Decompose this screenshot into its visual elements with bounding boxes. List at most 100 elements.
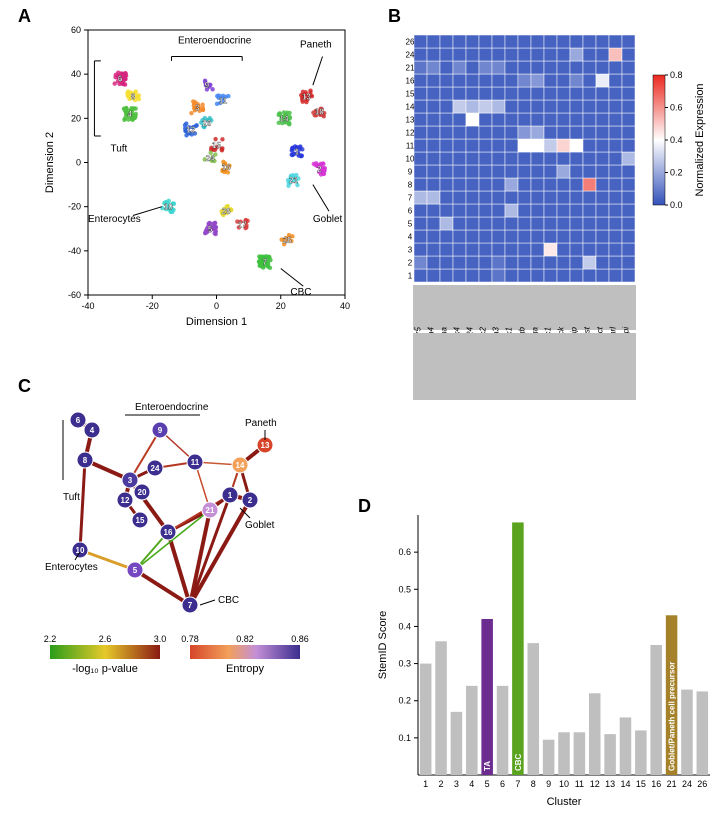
- svg-text:2.6: 2.6: [99, 634, 112, 644]
- svg-text:21: 21: [406, 64, 415, 73]
- svg-text:2: 2: [317, 165, 322, 174]
- svg-text:15: 15: [406, 90, 415, 99]
- svg-text:9: 9: [408, 168, 413, 177]
- svg-text:12: 12: [590, 779, 600, 789]
- svg-text:8: 8: [83, 456, 88, 465]
- svg-text:0.82: 0.82: [236, 634, 254, 644]
- svg-text:10: 10: [559, 779, 569, 789]
- svg-text:10: 10: [406, 155, 415, 164]
- svg-text:0.2: 0.2: [398, 696, 411, 706]
- svg-text:20: 20: [71, 113, 81, 123]
- svg-text:CBC: CBC: [514, 753, 523, 771]
- svg-text:6: 6: [118, 75, 123, 84]
- svg-text:StemID Score: StemID Score: [377, 611, 389, 679]
- svg-text:Goblet: Goblet: [313, 214, 343, 225]
- svg-text:14: 14: [280, 114, 289, 123]
- svg-text:-40: -40: [81, 301, 94, 311]
- svg-text:17: 17: [238, 220, 247, 229]
- svg-text:Enteroendocrine: Enteroendocrine: [178, 35, 252, 46]
- svg-text:0.6: 0.6: [398, 547, 411, 557]
- svg-text:8: 8: [408, 181, 413, 190]
- svg-text:Entropy: Entropy: [226, 663, 264, 675]
- svg-text:14: 14: [236, 461, 245, 470]
- tree-panel-c: 64831220159241116105721121413TuftEnteroe…: [20, 395, 350, 715]
- svg-text:12: 12: [121, 496, 130, 505]
- svg-text:Tuft: Tuft: [63, 492, 80, 503]
- svg-text:20: 20: [276, 301, 286, 311]
- svg-text:-20: -20: [68, 202, 81, 212]
- svg-text:1: 1: [228, 491, 233, 500]
- svg-text:5: 5: [408, 220, 413, 229]
- svg-text:2.2: 2.2: [44, 634, 57, 644]
- svg-text:Paneth: Paneth: [300, 40, 332, 51]
- svg-text:20: 20: [138, 488, 147, 497]
- svg-text:4: 4: [90, 426, 95, 435]
- svg-text:24: 24: [206, 154, 215, 163]
- svg-text:Normalized Expression: Normalized Expression: [694, 83, 706, 196]
- svg-text:3: 3: [195, 103, 200, 112]
- svg-text:0.6: 0.6: [670, 103, 683, 113]
- svg-text:0.3: 0.3: [398, 659, 411, 669]
- svg-text:11: 11: [219, 97, 228, 106]
- svg-text:0.2: 0.2: [670, 168, 683, 178]
- svg-text:15: 15: [212, 141, 221, 150]
- svg-text:24: 24: [682, 779, 692, 789]
- svg-text:11: 11: [406, 142, 415, 151]
- svg-text:14: 14: [406, 103, 415, 112]
- svg-text:3.0: 3.0: [154, 634, 167, 644]
- svg-text:4: 4: [128, 110, 133, 119]
- svg-text:CBC: CBC: [290, 287, 311, 298]
- svg-text:16: 16: [164, 528, 173, 537]
- svg-text:Dimension 1: Dimension 1: [186, 316, 247, 328]
- svg-text:21: 21: [667, 779, 677, 789]
- svg-text:26: 26: [697, 779, 707, 789]
- svg-text:9: 9: [205, 81, 210, 90]
- svg-text:11: 11: [191, 458, 200, 467]
- svg-text:10: 10: [164, 203, 173, 212]
- svg-text:4: 4: [408, 233, 413, 242]
- svg-text:18: 18: [315, 108, 324, 117]
- svg-text:0.86: 0.86: [291, 634, 309, 644]
- svg-text:3: 3: [408, 246, 413, 255]
- svg-text:10: 10: [76, 546, 85, 555]
- svg-text:0.5: 0.5: [398, 584, 411, 594]
- svg-text:5: 5: [485, 779, 490, 789]
- svg-text:Goblet: Goblet: [245, 520, 275, 531]
- svg-text:Enteroendocrine: Enteroendocrine: [135, 402, 209, 413]
- svg-text:8: 8: [131, 92, 136, 101]
- svg-text:1: 1: [408, 272, 413, 281]
- svg-text:0: 0: [76, 158, 81, 168]
- panel-c-label: C: [18, 376, 31, 397]
- svg-text:0.4: 0.4: [670, 135, 683, 145]
- svg-text:3: 3: [128, 476, 133, 485]
- svg-text:11: 11: [575, 779, 584, 789]
- svg-text:24: 24: [406, 51, 415, 60]
- svg-text:16: 16: [651, 779, 661, 789]
- svg-text:21: 21: [289, 176, 298, 185]
- svg-text:0.8: 0.8: [670, 70, 683, 80]
- svg-text:7: 7: [262, 258, 267, 267]
- svg-text:12: 12: [186, 125, 195, 134]
- svg-text:0.4: 0.4: [398, 621, 411, 631]
- svg-text:15: 15: [636, 779, 646, 789]
- svg-text:12: 12: [406, 129, 415, 138]
- svg-text:Tuft: Tuft: [110, 143, 127, 154]
- svg-text:0: 0: [214, 301, 219, 311]
- svg-text:25: 25: [283, 236, 292, 245]
- svg-text:-40: -40: [68, 246, 81, 256]
- svg-text:7: 7: [515, 779, 520, 789]
- svg-text:40: 40: [71, 69, 81, 79]
- svg-text:6: 6: [76, 416, 81, 425]
- svg-text:-60: -60: [68, 290, 81, 300]
- svg-text:24: 24: [151, 464, 160, 473]
- svg-text:16: 16: [406, 77, 415, 86]
- svg-text:1: 1: [295, 147, 300, 156]
- svg-text:TA: TA: [483, 761, 492, 771]
- svg-text:13: 13: [406, 116, 415, 125]
- svg-text:Goblet/Paneth cell precursor: Goblet/Paneth cell precursor: [668, 662, 677, 771]
- svg-text:2: 2: [248, 496, 253, 505]
- svg-text:7: 7: [188, 601, 193, 610]
- svg-text:6: 6: [408, 207, 413, 216]
- svg-text:26: 26: [406, 38, 415, 47]
- svg-text:20: 20: [202, 119, 211, 128]
